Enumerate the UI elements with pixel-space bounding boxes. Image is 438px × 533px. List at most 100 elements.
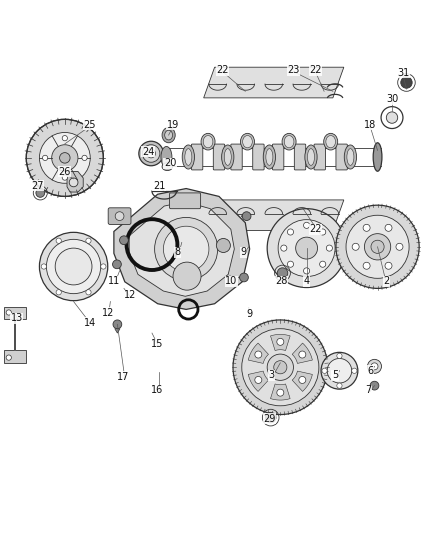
Text: 25: 25 <box>84 119 96 130</box>
Circle shape <box>60 152 70 163</box>
Text: 6: 6 <box>367 366 373 376</box>
Circle shape <box>55 248 92 285</box>
Text: 5: 5 <box>332 370 338 380</box>
Circle shape <box>265 413 276 423</box>
Text: 8: 8 <box>174 247 180 257</box>
Circle shape <box>101 264 106 269</box>
Polygon shape <box>271 334 290 351</box>
Circle shape <box>139 141 163 166</box>
Circle shape <box>299 376 306 383</box>
Ellipse shape <box>161 147 172 167</box>
Circle shape <box>352 368 357 374</box>
Circle shape <box>296 237 318 259</box>
Ellipse shape <box>373 143 382 171</box>
Circle shape <box>86 238 91 244</box>
Text: 13: 13 <box>11 313 23 323</box>
Ellipse shape <box>263 145 276 169</box>
Ellipse shape <box>240 133 254 150</box>
Circle shape <box>147 149 155 158</box>
Circle shape <box>367 359 381 374</box>
Circle shape <box>371 363 378 370</box>
Circle shape <box>337 353 342 359</box>
FancyBboxPatch shape <box>231 144 242 170</box>
Circle shape <box>346 215 409 278</box>
Circle shape <box>82 155 87 160</box>
Text: 16: 16 <box>151 385 163 395</box>
Text: 24: 24 <box>142 147 154 157</box>
Circle shape <box>255 376 262 383</box>
Ellipse shape <box>201 133 215 150</box>
Circle shape <box>42 155 48 160</box>
Text: 22: 22 <box>309 224 321 235</box>
Circle shape <box>6 355 11 360</box>
FancyBboxPatch shape <box>253 144 264 170</box>
Circle shape <box>371 240 384 253</box>
Circle shape <box>142 145 160 162</box>
Circle shape <box>216 238 230 253</box>
Circle shape <box>163 226 209 272</box>
Circle shape <box>277 389 284 396</box>
FancyBboxPatch shape <box>294 144 306 170</box>
Circle shape <box>401 77 412 88</box>
Circle shape <box>155 217 218 280</box>
Text: 4: 4 <box>304 277 310 286</box>
Circle shape <box>327 359 352 383</box>
Ellipse shape <box>224 149 231 165</box>
Circle shape <box>363 224 370 231</box>
Ellipse shape <box>347 149 354 165</box>
Ellipse shape <box>282 133 296 150</box>
Circle shape <box>233 320 328 415</box>
Circle shape <box>385 262 392 269</box>
Circle shape <box>120 236 128 245</box>
Circle shape <box>299 351 306 358</box>
FancyBboxPatch shape <box>272 144 284 170</box>
FancyBboxPatch shape <box>170 193 201 209</box>
Circle shape <box>62 175 67 180</box>
Text: 2: 2 <box>383 277 389 286</box>
Polygon shape <box>204 200 344 231</box>
Text: 12: 12 <box>102 308 114 318</box>
Circle shape <box>69 178 78 187</box>
Text: 21: 21 <box>153 181 165 191</box>
Ellipse shape <box>305 145 317 169</box>
Text: 10: 10 <box>225 277 237 286</box>
Ellipse shape <box>162 163 173 171</box>
Circle shape <box>26 119 103 197</box>
Ellipse shape <box>222 145 234 169</box>
Text: 22: 22 <box>309 65 321 75</box>
Text: 17: 17 <box>117 372 130 382</box>
Ellipse shape <box>185 149 192 165</box>
Circle shape <box>337 383 342 388</box>
Circle shape <box>287 261 293 267</box>
Circle shape <box>115 212 124 221</box>
Circle shape <box>240 273 248 282</box>
Circle shape <box>304 268 310 274</box>
Circle shape <box>321 352 358 389</box>
Text: 23: 23 <box>287 65 300 75</box>
Circle shape <box>267 354 293 381</box>
Polygon shape <box>204 67 344 98</box>
Ellipse shape <box>307 149 314 165</box>
Text: 9: 9 <box>247 309 253 319</box>
Circle shape <box>46 239 101 294</box>
Circle shape <box>274 361 287 374</box>
Text: 28: 28 <box>275 277 287 286</box>
Ellipse shape <box>203 135 213 148</box>
Circle shape <box>386 112 398 123</box>
Circle shape <box>39 133 90 183</box>
Circle shape <box>277 338 284 345</box>
Ellipse shape <box>344 145 357 169</box>
Circle shape <box>278 220 335 277</box>
Circle shape <box>113 260 121 269</box>
Polygon shape <box>67 172 83 192</box>
Circle shape <box>352 243 359 251</box>
Circle shape <box>62 135 67 141</box>
Text: 31: 31 <box>397 68 409 78</box>
Circle shape <box>6 310 11 315</box>
Polygon shape <box>114 189 250 310</box>
Circle shape <box>277 268 288 278</box>
Ellipse shape <box>324 133 338 150</box>
Polygon shape <box>248 343 268 364</box>
Circle shape <box>86 289 91 295</box>
Ellipse shape <box>162 127 175 143</box>
